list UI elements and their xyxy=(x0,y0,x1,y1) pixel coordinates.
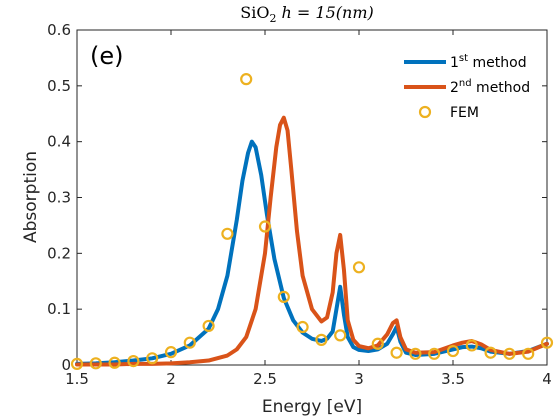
x-tick-label: 4 xyxy=(542,370,552,388)
x-tick-label: 1.5 xyxy=(65,370,89,388)
legend-label-base: FEM xyxy=(450,105,479,121)
y-tick-label: 0.1 xyxy=(47,300,71,318)
legend-label-superscript: nd xyxy=(459,78,472,89)
fem-marker xyxy=(371,337,384,350)
y-tick-label: 0.6 xyxy=(47,21,71,39)
fem-marker xyxy=(503,347,516,360)
chart-title-main: SiO xyxy=(240,3,269,22)
chart-title-subscript: 2 xyxy=(269,12,276,25)
fem-marker xyxy=(146,352,159,365)
fem-marker xyxy=(164,346,178,359)
x-tick-label: 3.5 xyxy=(441,370,465,388)
y-tick-label: 0 xyxy=(61,356,71,374)
fem-marker xyxy=(296,320,309,334)
legend-entry-label: 1st method xyxy=(450,53,527,71)
x-tick-label: 3 xyxy=(354,370,364,388)
legend-label-rest: method xyxy=(468,55,527,71)
fem-marker xyxy=(277,290,290,303)
fem-marker xyxy=(221,227,234,240)
chart-title: SiO2 h = 15(nm) xyxy=(240,3,374,25)
x-axis-ticks: 1.5 2 2.5 3 3.5 4 xyxy=(65,30,552,388)
chart-title-rest: h = 15(nm) xyxy=(276,3,373,22)
fem-marker xyxy=(465,339,478,352)
fem-marker xyxy=(315,333,328,346)
fem-marker xyxy=(108,356,121,369)
legend-label-rest: method xyxy=(472,80,531,96)
panel-label: (e) xyxy=(90,42,124,70)
legend-label-base: 1 xyxy=(450,55,459,71)
fem-marker xyxy=(183,336,196,349)
legend-entry-label: FEM xyxy=(450,105,479,121)
fem-marker xyxy=(258,220,272,233)
legend-swatch-marker xyxy=(418,105,432,119)
y-axis-label: Absorption xyxy=(21,151,41,243)
legend-label-superscript: st xyxy=(459,53,468,64)
fem-marker xyxy=(390,346,403,359)
fem-marker xyxy=(70,357,84,370)
fem-marker xyxy=(428,347,441,360)
fem-marker xyxy=(522,347,535,360)
x-axis-label: Energy [eV] xyxy=(262,397,362,417)
fem-marker xyxy=(409,347,422,360)
fem-marker xyxy=(446,344,460,358)
y-tick-label: 0.2 xyxy=(47,244,71,262)
fem-marker xyxy=(127,354,140,368)
fem-marker xyxy=(240,73,253,86)
fem-marker xyxy=(352,261,366,274)
y-tick-label: 0.3 xyxy=(47,189,71,207)
legend-label-base: 2 xyxy=(450,80,459,96)
x-tick-label: 2.5 xyxy=(253,370,277,388)
series-layer xyxy=(70,73,554,370)
fem-marker xyxy=(89,357,102,370)
y-tick-label: 0.4 xyxy=(47,133,71,151)
y-tick-label: 0.5 xyxy=(47,77,71,95)
fem-marker xyxy=(334,329,347,342)
fem-marker xyxy=(202,319,215,333)
fem-marker xyxy=(540,336,554,349)
legend-entry-label: 2nd method xyxy=(450,78,530,96)
fem-marker xyxy=(484,346,497,359)
x-tick-label: 2 xyxy=(166,370,176,388)
